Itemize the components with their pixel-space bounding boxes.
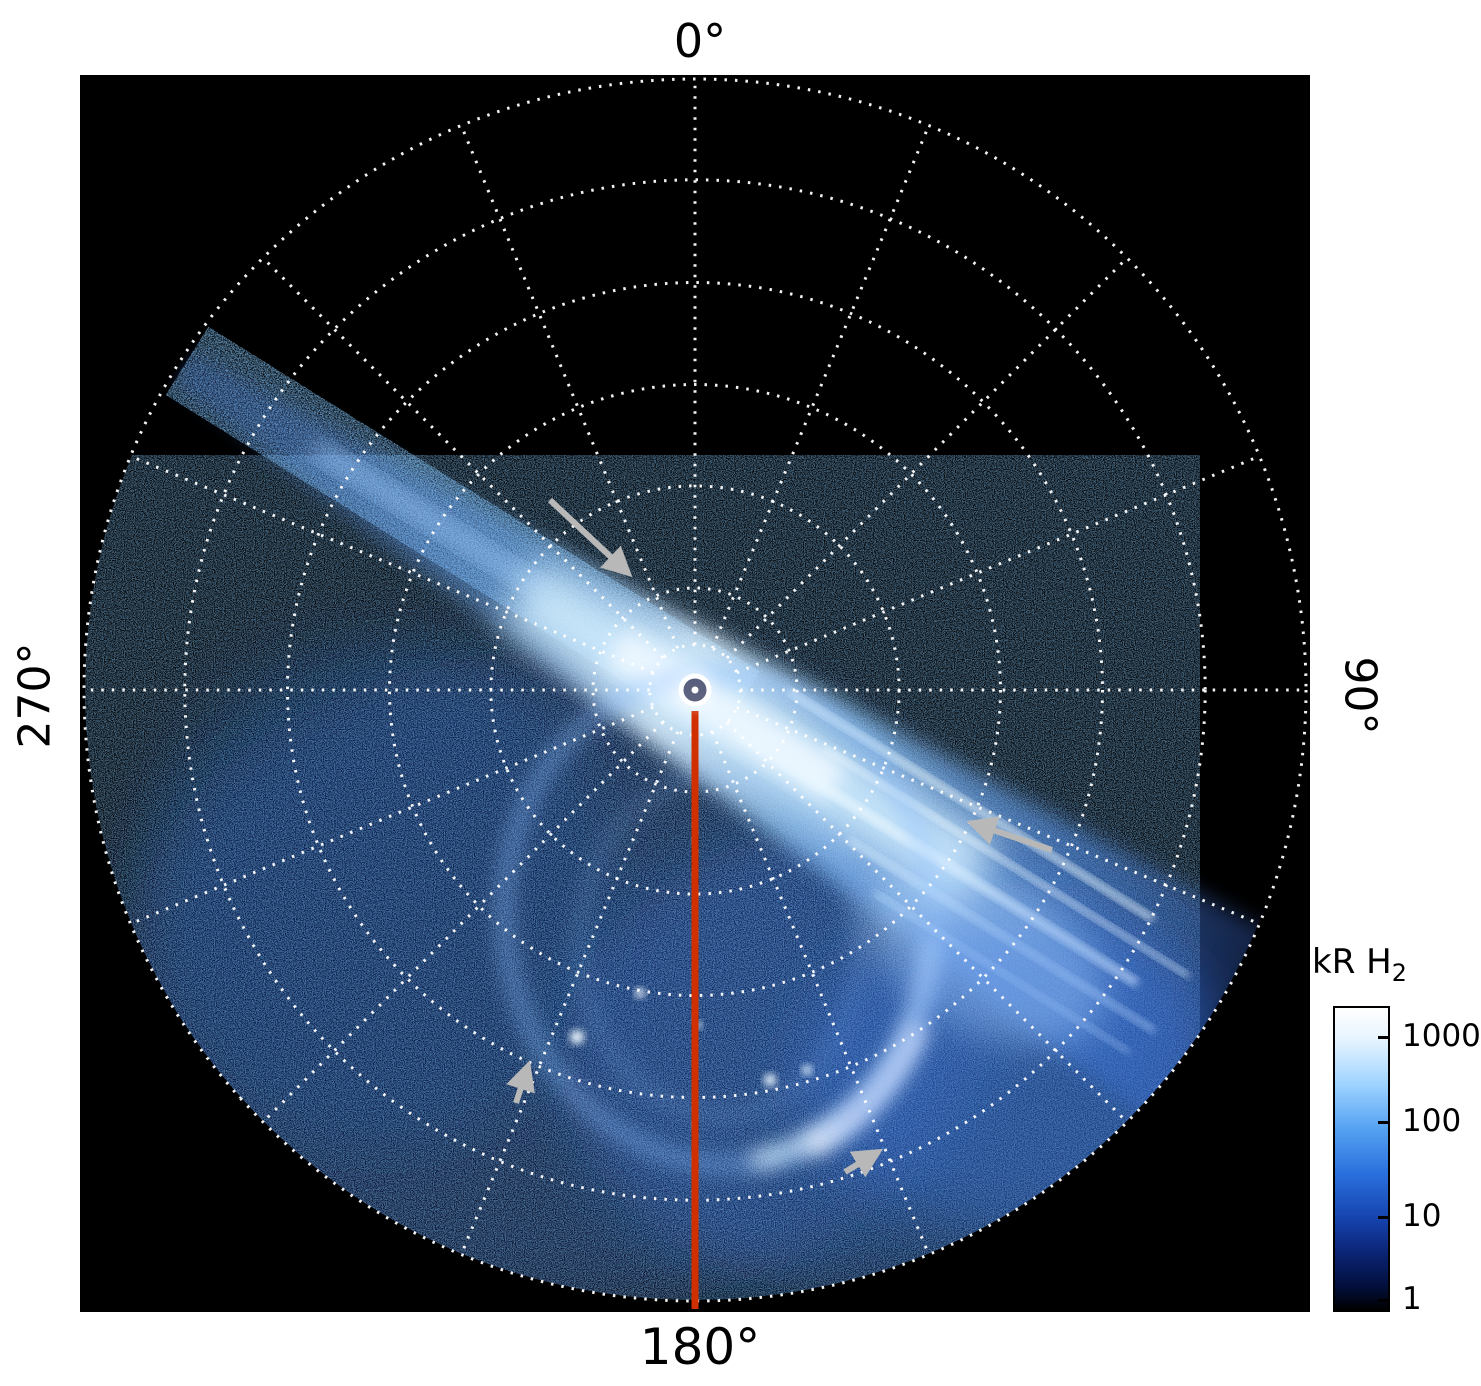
swath-arrow-right (966, 816, 1053, 853)
angle-label-270: 270° (9, 642, 61, 749)
oval-arrowhead-bottom-right (843, 1148, 884, 1178)
colorbar-tick-label-10: 10 (1402, 1198, 1442, 1234)
pole-marker-icon (673, 668, 717, 712)
colorbar-tick-label-1000: 1000 (1402, 1018, 1481, 1054)
oval-arrowhead-left (506, 1060, 535, 1104)
colorbar-tick-label-100: 100 (1402, 1103, 1462, 1139)
angle-label-180: 180° (639, 1318, 761, 1376)
radial-gridline (183, 178, 1207, 1202)
polar-plot-svg (80, 75, 1310, 1312)
radial-gridline (82, 77, 1308, 1303)
radial-gridline (286, 281, 1104, 1099)
swath-arrow-upper-left (547, 497, 633, 578)
colorbar-tick-label-1: 1 (1402, 1281, 1422, 1317)
colorbar-tickmark (1378, 1121, 1388, 1124)
colorbar-title-text: kR H (1312, 942, 1392, 982)
annotation-arrows (506, 497, 1053, 1178)
colorbar-tickmark (1378, 1036, 1388, 1039)
colorbar-tickmark (1378, 1216, 1388, 1219)
colorbar-title: kR H2 (1312, 942, 1472, 987)
colorbar-tickmark (1378, 1299, 1388, 1302)
polar-plot (80, 75, 1310, 1312)
colorbar (1333, 1006, 1390, 1312)
angle-label-90: 90° (1334, 656, 1386, 735)
colorbar-title-sub: 2 (1391, 958, 1407, 987)
aurora-image (85, 326, 1274, 1300)
angle-label-0: 0° (673, 14, 727, 68)
radial-gridline (388, 383, 1002, 997)
